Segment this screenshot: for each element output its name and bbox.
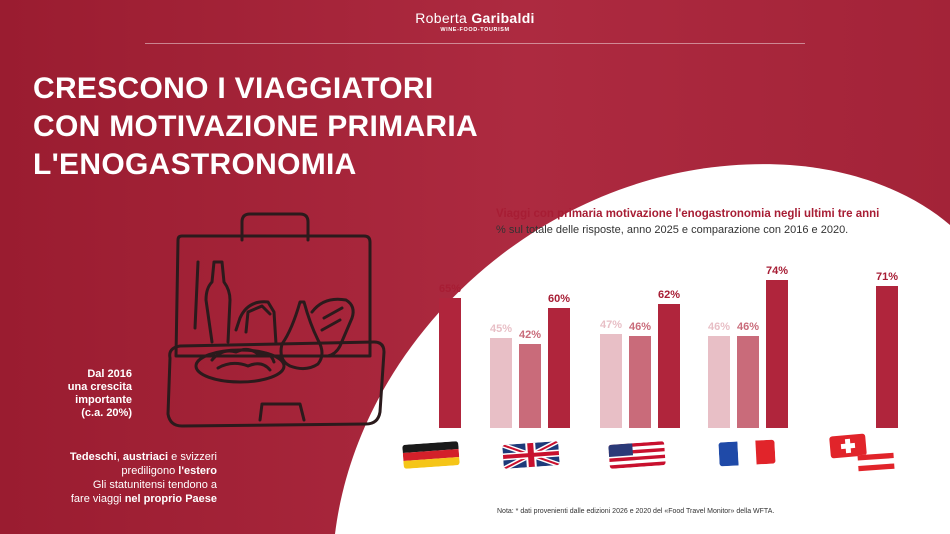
insight-bold: austriaci <box>122 451 169 463</box>
data-label: 71% <box>876 271 898 283</box>
insight-bold: Tedeschi <box>69 451 117 463</box>
insight-text: e svizzeri <box>168 451 217 463</box>
brand-tagline: WINE-FOOD-TOURISM <box>440 27 510 33</box>
data-label: 74% <box>766 265 788 277</box>
chart-subtitle: % sul totale delle risposte, anno 2025 e… <box>496 224 849 236</box>
data-label: 46% <box>737 321 759 333</box>
data-label: 65% <box>439 283 461 295</box>
bar <box>766 280 788 428</box>
page-title: CRESCONO I VIAGGIATORI CON MOTIVAZIONE P… <box>33 70 478 184</box>
bar <box>439 298 461 428</box>
germany-flag <box>402 441 460 469</box>
bar <box>548 308 570 428</box>
bar <box>629 336 651 428</box>
title-line: CON MOTIVAZIONE PRIMARIA <box>33 110 478 143</box>
bar <box>490 338 512 428</box>
bar <box>876 286 898 428</box>
brand-logo: Roberta Garibaldi WINE-FOOD-TOURISM <box>0 10 950 33</box>
bar <box>658 304 680 428</box>
usa-flag <box>608 441 666 469</box>
title-line: L'ENOGASTRONOMIA <box>33 148 357 181</box>
bar <box>708 336 730 428</box>
title-line: CRESCONO I VIAGGIATORI <box>33 72 434 105</box>
insight-text: fare viaggi <box>70 493 125 505</box>
insight-text: prediligono <box>121 465 179 477</box>
chart-title: Viaggi con primaria motivazione l'enogas… <box>496 208 880 220</box>
uk-flag <box>502 441 560 469</box>
data-label: 47% <box>600 319 622 331</box>
data-label: 46% <box>629 321 651 333</box>
growth-line: una crescita <box>67 381 132 393</box>
insight-bold: nel proprio Paese <box>124 493 217 505</box>
bar <box>737 336 759 428</box>
bar <box>600 334 622 428</box>
data-label: 45% <box>490 323 512 335</box>
data-label: 60% <box>548 293 570 305</box>
growth-line: importante <box>75 394 132 406</box>
bar <box>519 344 541 428</box>
insight-bold: l'estero <box>178 465 217 477</box>
footnote: Nota: * dati provenienti dalle edizioni … <box>497 508 775 515</box>
data-label: 42% <box>519 329 541 341</box>
growth-line: Dal 2016 <box>87 368 132 380</box>
insight-text: , <box>116 451 123 463</box>
brand-name-bold: Garibaldi <box>471 10 535 26</box>
insight-text: Gli statunitensi tendono a <box>92 479 217 491</box>
france-flag <box>718 439 776 467</box>
austria-flag <box>857 452 895 472</box>
data-label: 62% <box>658 289 680 301</box>
brand-name-light: Roberta <box>415 10 468 26</box>
header-divider <box>145 43 805 44</box>
data-label: 46% <box>708 321 730 333</box>
growth-callout: Dal 2016 una crescita importante (c.a. 2… <box>68 368 132 420</box>
insights-text: Tedeschi, austriaci e svizzeri prediligo… <box>70 450 217 506</box>
growth-line: (c.a. 20%) <box>81 407 132 419</box>
switzerland-flag <box>829 433 867 459</box>
